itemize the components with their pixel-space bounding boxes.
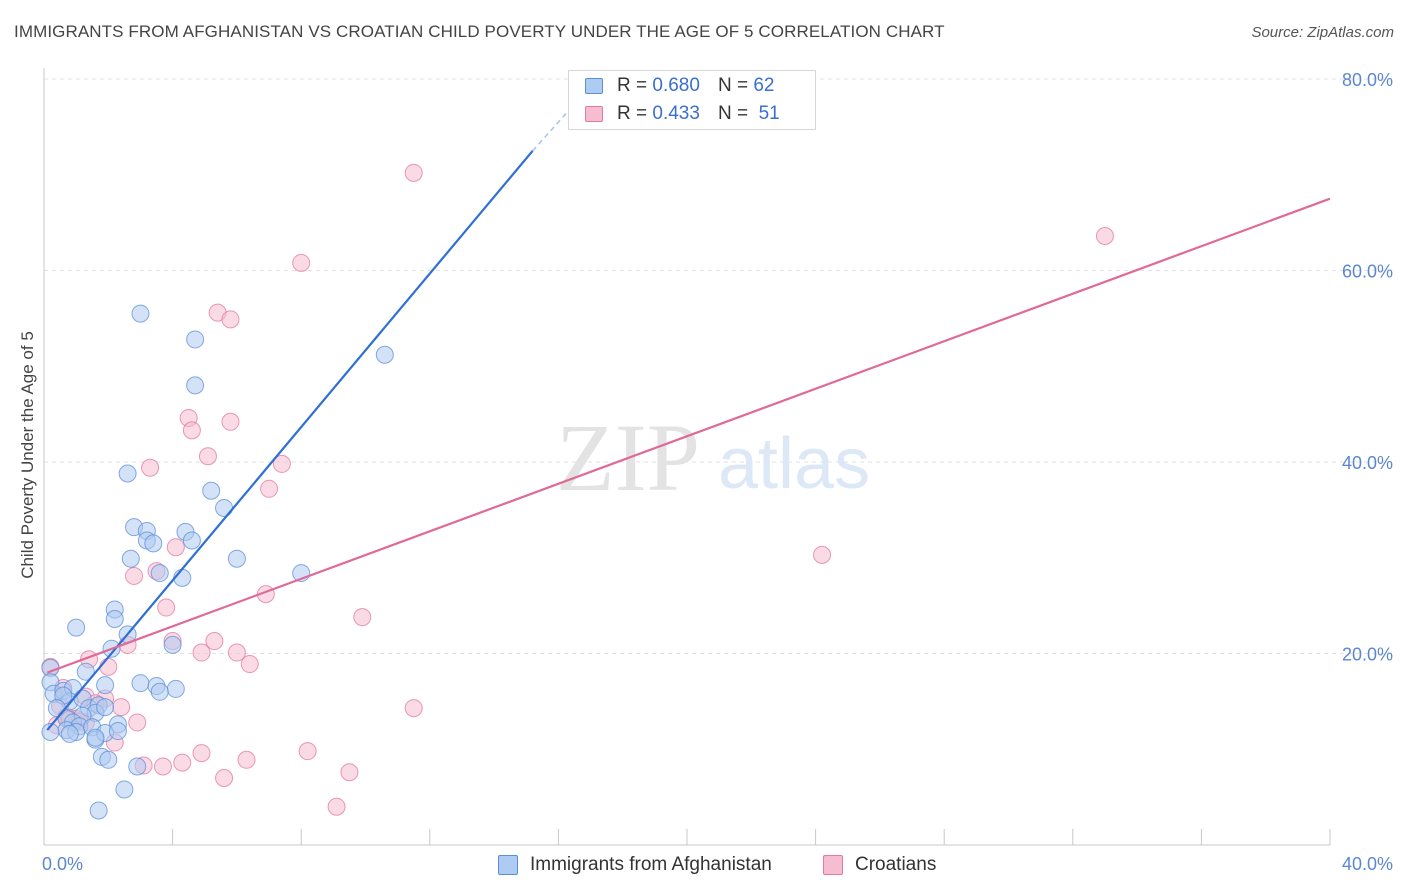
point-croatians — [813, 545, 832, 564]
point-croatians — [292, 253, 311, 272]
legend-row-croatians: R = 0.433 N = 51 — [585, 102, 780, 126]
point-croatians — [260, 479, 279, 498]
point-afghanistan — [144, 534, 163, 553]
point-croatians — [221, 412, 240, 431]
watermark: ZIP atlas — [556, 404, 870, 511]
point-croatians — [227, 643, 246, 662]
legend-row-afghanistan: R = 0.680 N = 62 — [585, 74, 774, 98]
point-croatians — [205, 632, 224, 651]
x-tick-label: 40.0% — [1342, 854, 1393, 874]
series-legend-afghanistan: Immigrants from Afghanistan — [498, 853, 772, 877]
point-afghanistan — [173, 568, 192, 587]
point-afghanistan — [202, 481, 221, 500]
point-afghanistan — [186, 330, 205, 349]
point-afghanistan — [227, 549, 246, 568]
point-afghanistan — [186, 376, 205, 395]
legend-r-label: R = — [617, 103, 648, 124]
point-afghanistan — [89, 801, 108, 820]
legend-swatch-croatians — [585, 106, 603, 122]
y-tick-label: 20.0% — [1342, 645, 1393, 665]
legend-n-label: N = — [717, 75, 749, 96]
point-afghanistan — [41, 723, 60, 742]
point-afghanistan — [215, 498, 234, 517]
point-croatians — [173, 753, 192, 772]
point-afghanistan — [99, 750, 118, 769]
point-croatians — [125, 566, 144, 585]
tick-labels: 20.0% 40.0% 60.0% 80.0% 0.0% 40.0% — [42, 70, 1393, 874]
point-afghanistan — [163, 635, 182, 654]
point-croatians — [157, 598, 176, 617]
point-afghanistan — [108, 722, 127, 741]
series-afghanistan-points — [41, 304, 394, 820]
point-croatians — [141, 458, 160, 477]
trend-lines — [46, 78, 1331, 731]
point-afghanistan — [115, 780, 134, 799]
series-legend-label: Croatians — [855, 854, 937, 875]
legend-r-label: R = — [617, 75, 648, 96]
point-croatians — [198, 447, 217, 466]
point-afghanistan — [182, 531, 201, 550]
point-croatians — [298, 742, 317, 761]
legend-n-value: 62 — [753, 75, 775, 96]
point-croatians — [404, 163, 423, 182]
point-croatians — [221, 310, 240, 329]
point-croatians — [1095, 227, 1114, 246]
trend-line-croatians — [46, 197, 1331, 674]
series-legend-label: Immigrants from Afghanistan — [530, 854, 772, 875]
legend-n-label: N = — [717, 103, 749, 124]
point-croatians — [192, 643, 211, 662]
trend-line-afghanistan — [46, 150, 534, 731]
legend-r-value: 0.433 — [652, 103, 700, 124]
point-croatians — [99, 657, 118, 676]
point-afghanistan — [67, 618, 86, 637]
chart-title: IMMIGRANTS FROM AFGHANISTAN VS CROATIAN … — [14, 22, 945, 41]
point-afghanistan — [375, 345, 394, 364]
point-afghanistan — [150, 564, 169, 583]
point-croatians — [166, 538, 185, 557]
point-afghanistan — [76, 662, 95, 681]
point-croatians — [112, 698, 131, 717]
point-afghanistan — [128, 757, 147, 776]
point-croatians — [353, 608, 372, 627]
series-swatch-afghanistan — [498, 855, 518, 875]
axes — [43, 68, 1331, 846]
point-croatians — [240, 655, 259, 674]
series-swatch-croatians — [823, 855, 843, 875]
y-tick-label: 40.0% — [1342, 453, 1393, 473]
legend-r-value: 0.680 — [652, 75, 700, 96]
point-afghanistan — [105, 610, 124, 629]
point-afghanistan — [131, 304, 150, 323]
x-tick-label: 0.0% — [42, 854, 83, 874]
point-afghanistan — [86, 728, 105, 747]
point-afghanistan — [166, 679, 185, 698]
gridlines — [44, 78, 1392, 654]
legend-swatch-afghanistan — [585, 78, 603, 94]
source-label: Source: ZipAtlas.com — [1251, 24, 1394, 41]
y-tick-label: 80.0% — [1342, 70, 1393, 90]
series-legend-croatians: Croatians — [823, 853, 936, 877]
point-croatians — [327, 797, 346, 816]
point-afghanistan — [150, 682, 169, 701]
point-afghanistan — [121, 549, 140, 568]
point-afghanistan — [96, 676, 115, 695]
point-afghanistan — [131, 674, 150, 693]
point-croatians — [153, 757, 172, 776]
point-afghanistan — [118, 464, 137, 483]
legend-n-value: 51 — [758, 103, 780, 124]
point-croatians — [182, 421, 201, 440]
point-croatians — [192, 744, 211, 763]
watermark-atlas: atlas — [718, 424, 870, 504]
point-croatians — [237, 750, 256, 769]
point-afghanistan — [96, 698, 115, 717]
trend-line-afghanistan-extension — [532, 78, 598, 152]
point-croatians — [404, 699, 423, 718]
point-croatians — [215, 768, 234, 787]
point-croatians — [272, 454, 291, 473]
point-afghanistan — [60, 724, 79, 743]
correlation-legend: R = 0.680 N = 62 R = 0.433 N = 51 — [568, 70, 816, 130]
y-tick-label: 60.0% — [1342, 262, 1393, 282]
point-croatians — [128, 713, 147, 732]
point-croatians — [340, 763, 359, 782]
